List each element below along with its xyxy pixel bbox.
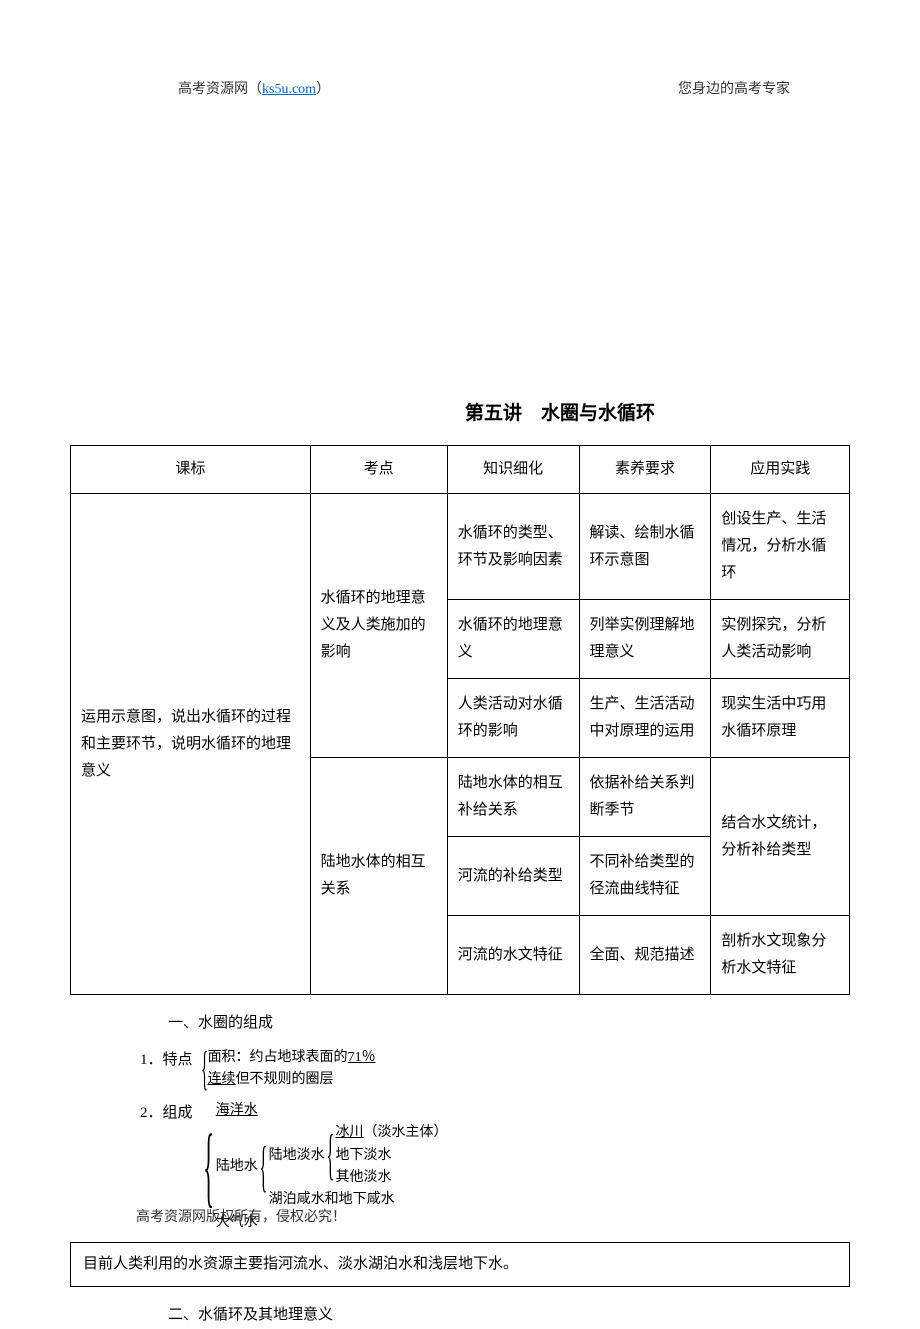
note-box: 目前人类利用的水资源主要指河流水、淡水湖泊水和浅层地下水。 <box>70 1242 850 1287</box>
cell-knowledge: 水循环的地理意义 <box>447 600 579 679</box>
cell-application: 创设生产、生活情况，分析水循环 <box>711 494 850 600</box>
header-left-text: 高考资源网（ <box>178 82 262 97</box>
fresh-water-content: 冰川（淡水主体） 地下淡水 其他淡水 <box>336 1122 448 1189</box>
cell-knowledge: 人类活动对水循环的影响 <box>447 679 579 758</box>
bracket-icon: { <box>201 1050 208 1088</box>
land-water-label: 陆地水 <box>216 1156 258 1178</box>
header-left: 高考资源网（ks5u.com） <box>178 78 330 98</box>
cell-standard: 运用示意图，说出水循环的过程和主要环节，说明水循环的地理意义 <box>71 494 311 995</box>
land-fresh-label: 陆地淡水 <box>269 1145 325 1167</box>
item-features: 1．特点 { 面积：约占地球表面的71％ 连续但不规则的圈层 <box>140 1047 920 1092</box>
feature-area: 面积：约占地球表面的71％ <box>208 1047 376 1069</box>
cell-competency: 全面、规范描述 <box>579 916 711 995</box>
feature-continuous: 连续但不规则的圈层 <box>208 1069 376 1091</box>
syllabus-table: 课标 考点 知识细化 素养要求 应用实践 运用示意图，说出水循环的过程和主要环节… <box>70 445 850 995</box>
cell-application: 结合水文统计，分析补给类型 <box>711 758 850 916</box>
other-fresh: 其他淡水 <box>336 1167 448 1189</box>
cell-knowledge: 河流的水文特征 <box>447 916 579 995</box>
cell-exam-point: 水循环的地理意义及人类施加的影响 <box>310 494 447 758</box>
item1-label: 1．特点 <box>140 1047 193 1074</box>
table-row: 运用示意图，说出水循环的过程和主要环节，说明水循环的地理意义 水循环的地理意义及… <box>71 494 850 600</box>
page-footer: 高考资源网版权所有，侵权必究！ <box>136 1206 346 1226</box>
cell-competency: 生产、生活活动中对原理的运用 <box>579 679 711 758</box>
cell-competency: 依据补给关系判断季节 <box>579 758 711 837</box>
glacier: 冰川（淡水主体） <box>336 1122 448 1144</box>
table-header-row: 课标 考点 知识细化 素养要求 应用实践 <box>71 446 850 494</box>
header-left-suffix: ） <box>316 82 330 97</box>
col-header-standard: 课标 <box>71 446 311 494</box>
bracket-icon: { <box>203 1135 214 1198</box>
land-water-group: 陆地水 { 陆地淡水 { 冰川（淡水主体） 地下淡水 其他淡水 湖泊咸水和地下咸… <box>216 1122 448 1212</box>
land-water-content: 陆地淡水 { 冰川（淡水主体） 地下淡水 其他淡水 湖泊咸水和地下咸水 <box>269 1122 448 1212</box>
section1-heading: 一、水圈的组成 <box>168 1010 920 1037</box>
ocean-water: 海洋水 <box>216 1100 448 1122</box>
section2-heading: 二、水循环及其地理意义 <box>168 1302 920 1329</box>
col-header-knowledge: 知识细化 <box>447 446 579 494</box>
bracket-icon: { <box>259 1145 267 1190</box>
cell-knowledge: 河流的补给类型 <box>447 837 579 916</box>
bracket-icon: { <box>326 1133 334 1178</box>
cell-exam-point: 陆地水体的相互关系 <box>310 758 447 995</box>
continuous-text: 连续 <box>208 1072 236 1087</box>
cell-application: 剖析水文现象分析水文特征 <box>711 916 850 995</box>
cell-competency: 不同补给类型的径流曲线特征 <box>579 837 711 916</box>
col-header-application: 应用实践 <box>711 446 850 494</box>
col-header-competency: 素养要求 <box>579 446 711 494</box>
cell-competency: 列举实例理解地理意义 <box>579 600 711 679</box>
fresh-water-group: 陆地淡水 { 冰川（淡水主体） 地下淡水 其他淡水 <box>269 1122 448 1189</box>
cell-application: 实例探究，分析人类活动影响 <box>711 600 850 679</box>
cell-application: 现实生活中巧用水循环原理 <box>711 679 850 758</box>
header-source-link[interactable]: ks5u.com <box>262 82 316 97</box>
page-title: 第五讲 水圈与水循环 <box>0 398 920 425</box>
page-header: 高考资源网（ks5u.com） 您身边的高考专家 <box>0 0 920 98</box>
header-right: 您身边的高考专家 <box>678 78 790 98</box>
col-header-exam-point: 考点 <box>310 446 447 494</box>
bracket-features: { 面积：约占地球表面的71％ 连续但不规则的圈层 <box>201 1047 376 1092</box>
cell-competency: 解读、绘制水循环示意图 <box>579 494 711 600</box>
underground-fresh: 地下淡水 <box>336 1145 448 1167</box>
area-percentage: 71％ <box>348 1050 376 1065</box>
cell-knowledge: 水循环的类型、环节及影响因素 <box>447 494 579 600</box>
cell-knowledge: 陆地水体的相互补给关系 <box>447 758 579 837</box>
item2-label: 2．组成 <box>140 1100 193 1127</box>
features-content: 面积：约占地球表面的71％ 连续但不规则的圈层 <box>208 1047 376 1092</box>
